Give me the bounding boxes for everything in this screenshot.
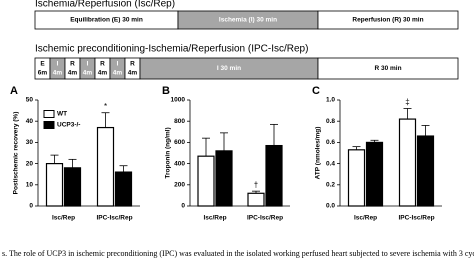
protocol-step xyxy=(317,57,459,80)
protocol-title: Ischemia/Reperfusion (Isc/Rep) xyxy=(35,0,175,10)
y-tick-label: 40 xyxy=(26,118,34,125)
y-tick-label: 20 xyxy=(26,160,34,167)
step-duration: 4m xyxy=(128,70,138,77)
bar xyxy=(265,144,283,207)
y-axis-label: Troponin (ng/ml) xyxy=(165,127,172,178)
bar xyxy=(416,135,435,207)
y-tick-label: 0.4 xyxy=(326,160,335,167)
step-label: Ischemia (I) 30 min xyxy=(219,17,277,24)
step-label: Reperfusion (R) 30 min xyxy=(352,17,423,24)
step-label: E xyxy=(40,61,45,68)
y-tick-label: 800 xyxy=(174,118,185,125)
panel-label: B xyxy=(162,85,170,97)
bar xyxy=(347,149,366,207)
caption: s. The role of UCP3 in ischemic precondi… xyxy=(2,249,474,258)
bar xyxy=(45,163,64,207)
bar xyxy=(215,150,233,207)
x-tick-label: IPC-Isc/Rep xyxy=(96,215,132,222)
legend-swatch xyxy=(43,121,55,129)
step-label: R 30 min xyxy=(374,65,401,72)
protocol-title: Ischemic preconditioning-Ischemia/Reperf… xyxy=(35,44,308,55)
x-tick-label: Isc/Rep xyxy=(354,215,377,222)
legend-label: WT xyxy=(57,111,67,118)
step-duration: 4m xyxy=(53,70,63,77)
legend-label: UCP3-/- xyxy=(57,122,80,129)
y-tick-label: 1.0 xyxy=(326,97,335,104)
bar xyxy=(247,192,265,207)
y-axis-label: Postischemic recovery (%) xyxy=(13,112,20,195)
x-tick-label: IPC-Isc/Rep xyxy=(398,215,434,222)
step-duration: 4m xyxy=(113,70,123,77)
panel-label: C xyxy=(312,85,320,97)
step-label: R xyxy=(70,61,75,68)
bar xyxy=(114,171,133,207)
step-duration: 6m xyxy=(38,70,48,77)
annotation: * xyxy=(104,102,107,111)
panel-label: A xyxy=(10,85,18,97)
y-tick-label: 200 xyxy=(174,182,185,189)
bar xyxy=(398,118,417,207)
annotation: ‡ xyxy=(405,98,409,107)
y-tick-label: 0 xyxy=(181,203,185,210)
step-label: R xyxy=(100,61,105,68)
step-duration: 4m xyxy=(83,70,93,77)
step-label: I xyxy=(87,61,89,68)
step-label: I 30 min xyxy=(217,65,241,72)
step-label: I xyxy=(57,61,59,68)
legend-swatch xyxy=(43,110,55,118)
x-tick-label: Isc/Rep xyxy=(52,215,75,222)
y-tick-label: 0 xyxy=(29,203,33,210)
y-tick-label: 10 xyxy=(26,182,34,189)
protocol-step xyxy=(317,10,459,30)
step-label: Equilibration (E) 30 min xyxy=(70,17,143,24)
y-tick-label: 600 xyxy=(174,139,185,146)
x-tick-label: IPC-Isc/Rep xyxy=(247,215,283,222)
x-tick-label: Isc/Rep xyxy=(203,215,226,222)
y-tick-label: 30 xyxy=(26,139,34,146)
y-tick-label: 1000 xyxy=(171,97,186,104)
bar xyxy=(197,155,215,207)
bar xyxy=(365,141,384,207)
step-duration: 4m xyxy=(98,70,108,77)
step-duration: 4m xyxy=(68,70,78,77)
y-tick-label: 0.6 xyxy=(326,139,335,146)
bar xyxy=(96,126,115,207)
step-label: I xyxy=(117,61,119,68)
annotation: † xyxy=(254,180,258,189)
bar xyxy=(63,167,82,207)
y-tick-label: 0.2 xyxy=(326,182,335,189)
step-label: R xyxy=(130,61,135,68)
y-tick-label: 400 xyxy=(174,160,185,167)
y-tick-label: 50 xyxy=(26,97,34,104)
y-tick-label: 0.0 xyxy=(326,203,335,210)
y-tick-label: 0.8 xyxy=(326,118,335,125)
y-axis-label: ATP (nmoles/mg) xyxy=(315,127,322,180)
